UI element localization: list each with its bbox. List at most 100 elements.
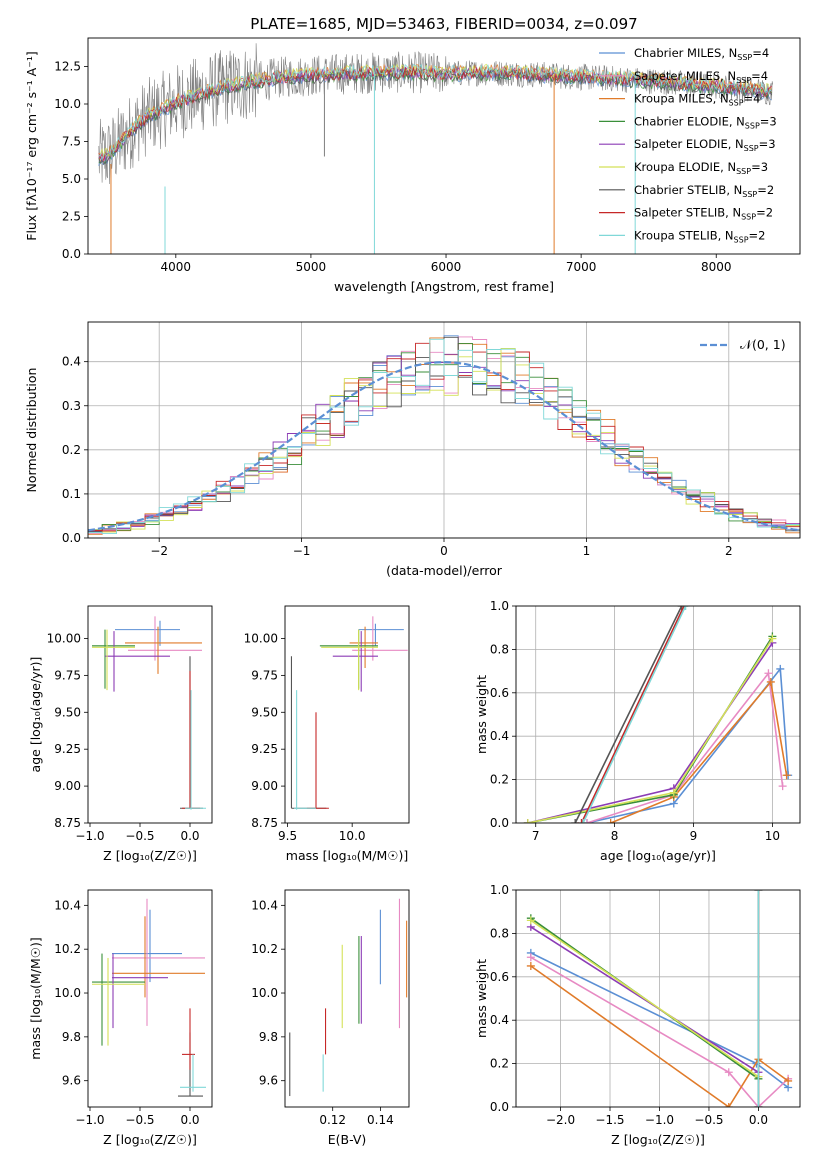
panel-age_vs_Z: −1.0 −0.5 0.0 8.75 9.00 9.25 9.50 9.75 10.00 Z [l… xyxy=(28,605,213,863)
y-axis-label: mass [log₁₀(M/M☉)] xyxy=(28,937,43,1059)
axes-frame xyxy=(87,37,801,255)
panel-mass_vs_ebv: 0.12 0.14 9.6 9.8 10.0 10.2 10.4 E(B-V) xyxy=(251,889,410,1147)
legend-label-sub: SSP xyxy=(745,121,760,130)
x-tick-label: −1.5 xyxy=(595,1113,624,1127)
y-tick-label: 10.4 xyxy=(251,898,278,912)
y-tick-label: 9.50 xyxy=(251,705,278,719)
legend-label: Salpeter MILES, NSSP=4 xyxy=(634,69,768,85)
legend-label-main: Kroupa ELODIE, N xyxy=(634,160,736,174)
plot-area-spectrum xyxy=(98,43,773,254)
y-tick-label: 0.6 xyxy=(490,686,509,700)
y-tick-label: 9.8 xyxy=(259,1030,278,1044)
y-tick-label: 9.8 xyxy=(62,1030,81,1044)
weight-line-kroupa-miles xyxy=(530,965,789,1107)
y-tick-label: 1.0 xyxy=(490,883,509,897)
weight-marker-kroupa-elodie xyxy=(526,916,535,925)
weight-marker-salpeter-miles xyxy=(724,1068,733,1077)
panel-age_vs_mass: 9.5 10.0 8.75 9.00 9.25 9.50 9.75 10.00 mass [lo… xyxy=(244,605,410,863)
model-spectrum-kroupa-stelib xyxy=(98,63,772,162)
y-tick-label: 0.8 xyxy=(490,642,509,656)
legend-label: Chabrier MILES, NSSP=4 xyxy=(634,46,769,62)
figure-title: PLATE=1685, MJD=53463, FIBERID=0034, z=0… xyxy=(250,15,637,33)
legend-label: Kroupa ELODIE, NSSP=3 xyxy=(634,160,768,176)
axes-frame xyxy=(515,605,801,824)
y-tick-label: 10.00 xyxy=(47,631,81,645)
model-spectrum-kroupa-elodie xyxy=(98,63,772,157)
x-axis-label: Z [log₁₀(Z/Z☉)] xyxy=(611,1132,705,1147)
weight-marker-kroupa-stelib xyxy=(754,890,763,894)
legend-label-sub: SSP xyxy=(744,144,759,153)
y-tick-label: 5.0 xyxy=(62,172,81,186)
weight-marker-kroupa-stelib xyxy=(579,819,588,823)
model-spectrum-chabrier-stelib xyxy=(98,67,772,165)
weight-marker-kroupa-miles xyxy=(784,1076,793,1085)
legend-label: Chabrier ELODIE, NSSP=3 xyxy=(634,114,777,130)
legend-label-end: =4 xyxy=(752,46,769,60)
plot-area-weight_vs_age xyxy=(516,606,800,823)
y-tick-label: 9.25 xyxy=(54,742,81,756)
panel-weight_vs_Z: −2.0 −1.5 −1.0 −0.5 0.0 0.0 0.2 0.4 0.6 0.8 1.0 Z [… xyxy=(474,883,801,1147)
axes-frame xyxy=(87,321,801,539)
y-tick-label: 0.2 xyxy=(490,1057,509,1071)
x-tick-label: 7 xyxy=(532,829,540,843)
x-tick-label: −1.0 xyxy=(645,1113,674,1127)
legend-label: Salpeter STELIB, NSSP=2 xyxy=(634,206,773,222)
weight-marker-salpeter-stelib xyxy=(577,819,586,823)
legend-label-sub: SSP xyxy=(736,167,751,176)
y-tick-label: 9.6 xyxy=(62,1074,81,1088)
weight-marker-kroupa-elodie xyxy=(768,634,777,643)
panel-mass_vs_Z: −1.0 −0.5 0.0 9.6 9.8 10.0 10.2 10.4 Z [log₁₀(Z/… xyxy=(28,889,213,1147)
panel-weight_vs_age: 7 8 9 10 0.0 0.2 0.4 0.6 0.8 1.0 age [log₁₀(age/yr… xyxy=(474,599,801,863)
legend-label: Kroupa STELIB, NSSP=2 xyxy=(634,228,765,244)
x-tick-label: 0.0 xyxy=(180,829,199,843)
weight-marker-kroupa-miles xyxy=(782,771,791,780)
legend-label: Kroupa MILES, NSSP=4 xyxy=(634,92,760,108)
y-tick-label: 10.0 xyxy=(251,986,278,1000)
legend-label-end: =4 xyxy=(751,69,768,83)
y-tick-label: 0.4 xyxy=(62,355,81,369)
plot-area-mass_vs_Z xyxy=(92,898,206,1097)
plot-area-weight_vs_Z xyxy=(516,890,800,1107)
x-axis-label: Z [log₁₀(Z/Z☉)] xyxy=(103,848,197,863)
weight-marker-kroupa-stelib xyxy=(681,606,690,610)
plot-area-residuals xyxy=(88,322,800,538)
x-tick-label: 0.14 xyxy=(367,1113,394,1127)
y-tick-label: 0.2 xyxy=(62,443,81,457)
legend-label-sub: SSP xyxy=(729,99,744,108)
x-axis-label: (data-model)/error xyxy=(386,563,503,578)
x-tick-label: −2 xyxy=(150,544,168,558)
x-tick-label: 9.5 xyxy=(278,829,297,843)
weight-line-salpeter-miles xyxy=(530,956,789,1107)
legend-label-end: =3 xyxy=(760,114,777,128)
y-tick-label: 9.25 xyxy=(251,742,278,756)
plot-area-age_vs_mass xyxy=(290,616,408,810)
weight-line-kroupa-stelib xyxy=(582,606,687,823)
legend-label-main: Chabrier ELODIE, N xyxy=(634,114,745,128)
x-tick-label: −2.0 xyxy=(546,1113,575,1127)
y-tick-label: 10.0 xyxy=(54,97,81,111)
x-tick-label: 4000 xyxy=(161,260,192,274)
legend-label-end: =2 xyxy=(749,228,766,242)
legend-label-main: Salpeter ELODIE, N xyxy=(634,137,744,151)
weight-line-chabrier-miles xyxy=(586,666,789,823)
y-tick-label: 9.75 xyxy=(54,668,81,682)
weight-marker-chabrier-miles xyxy=(776,664,785,673)
y-tick-label: 12.5 xyxy=(54,60,81,74)
legend-spectrum: Chabrier MILES, NSSP=4 Salpeter MILES, NS… xyxy=(599,46,777,244)
legend-label: Salpeter ELODIE, NSSP=3 xyxy=(634,137,776,153)
y-tick-label: 10.00 xyxy=(244,631,278,645)
axes-frame xyxy=(87,605,213,824)
weight-marker-salpeter-miles xyxy=(778,782,787,791)
x-tick-label: 0.12 xyxy=(319,1113,346,1127)
y-tick-label: 0.3 xyxy=(62,399,81,413)
x-tick-label: −0.5 xyxy=(125,1113,154,1127)
weight-marker-salpeter-miles xyxy=(526,953,535,962)
x-tick-label: 6000 xyxy=(431,260,462,274)
axes-frame xyxy=(87,889,213,1108)
legend-label-main: Kroupa STELIB, N xyxy=(634,228,734,242)
histogram-kroupa-elodie xyxy=(88,348,800,536)
y-tick-label: 1.0 xyxy=(490,599,509,613)
y-tick-label: 0.6 xyxy=(490,970,509,984)
y-tick-label: 0.4 xyxy=(490,729,509,743)
